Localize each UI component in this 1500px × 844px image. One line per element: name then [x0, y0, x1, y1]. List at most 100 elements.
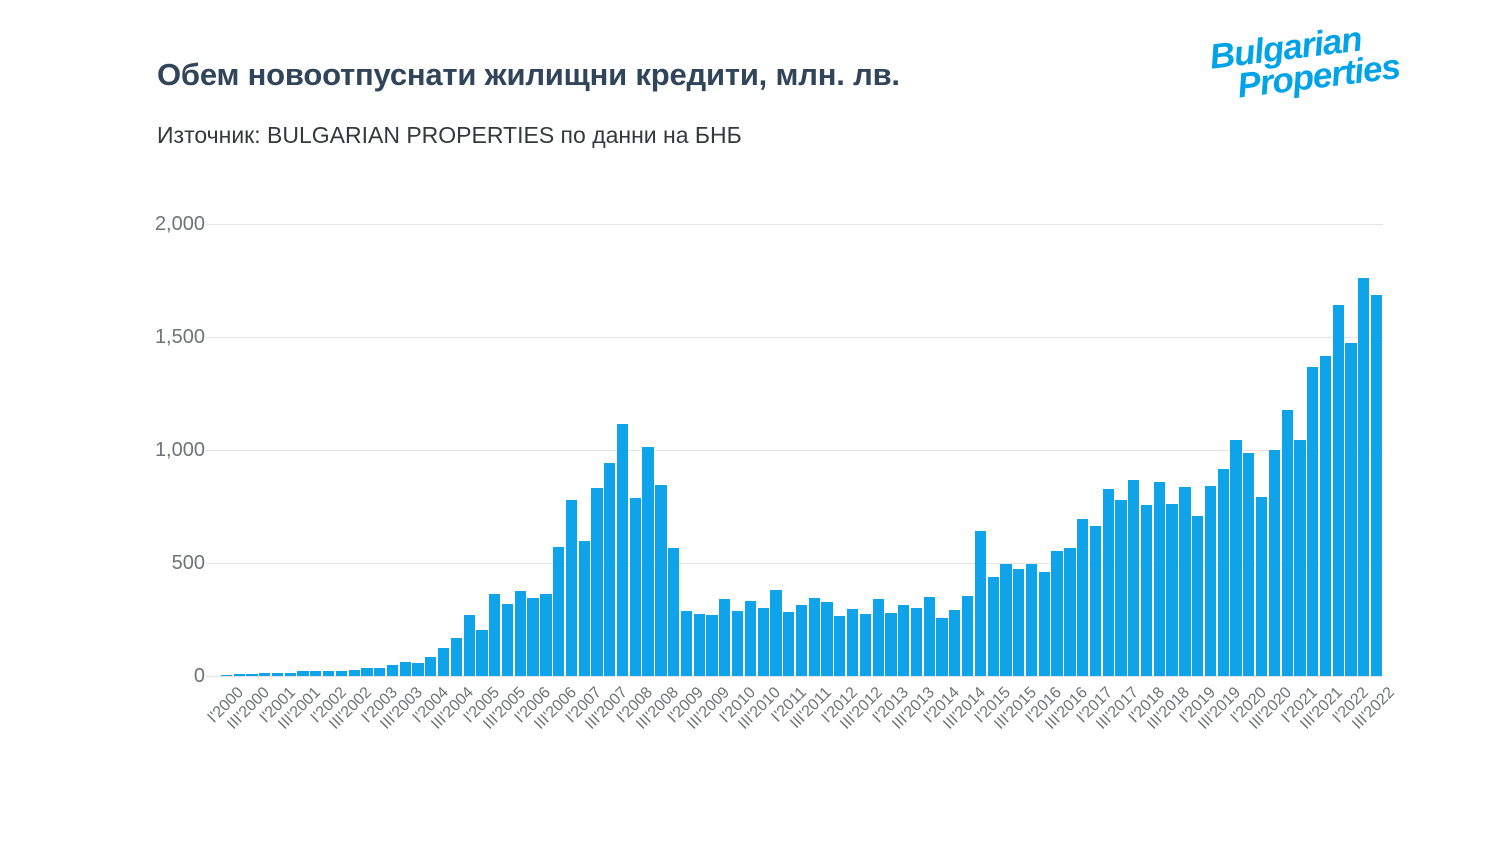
bar	[1358, 277, 1370, 676]
bar	[591, 488, 603, 676]
bar	[1179, 486, 1191, 676]
bar	[693, 613, 705, 676]
gridline	[206, 450, 1383, 451]
bar	[1128, 480, 1140, 676]
bar	[1077, 518, 1089, 676]
bar	[1038, 572, 1050, 676]
gridline	[206, 224, 1383, 225]
bar	[335, 671, 348, 676]
bar	[1243, 453, 1255, 676]
bar	[361, 668, 373, 676]
x-axis-label: I'2006	[392, 684, 554, 726]
bar	[374, 668, 386, 676]
x-axis-label: III'2005	[367, 684, 529, 733]
bar	[770, 589, 782, 676]
x-axis-label-text: III'2020	[1246, 684, 1296, 733]
x-axis-label-text: I'2019	[1176, 684, 1219, 727]
x-axis-label-text: III'2001	[275, 684, 325, 733]
bar	[949, 610, 961, 676]
x-axis-label: III'2019	[1082, 684, 1244, 733]
bar	[987, 577, 999, 676]
x-axis-label: III'2000	[111, 684, 273, 733]
x-axis-label-text: I'2021	[1278, 684, 1321, 727]
x-axis-label: I'2000	[85, 684, 247, 726]
x-axis-label-text: I'2007	[562, 684, 606, 727]
bar	[450, 637, 463, 676]
bar	[1217, 468, 1229, 676]
x-axis-label: I'2021	[1159, 684, 1320, 726]
bar	[489, 594, 501, 676]
x-axis-label: I'2007	[443, 684, 605, 726]
bar	[348, 670, 360, 676]
x-axis-label: III'2015	[878, 684, 1040, 733]
x-axis-label-text: I'2016	[1022, 684, 1066, 727]
bar	[386, 665, 399, 676]
bar	[412, 663, 424, 676]
bar	[220, 674, 233, 676]
bar	[1332, 305, 1344, 676]
x-axis-label-text: I'2017	[1073, 684, 1117, 727]
bar	[629, 497, 641, 676]
bar	[1370, 294, 1383, 676]
x-axis-label: I'2003	[239, 684, 400, 726]
bar	[680, 610, 693, 676]
bar	[872, 599, 884, 676]
x-axis-label: III'2001	[162, 684, 324, 733]
x-axis-label-text: III'2005	[479, 684, 529, 733]
bar	[553, 546, 565, 676]
bar	[501, 604, 514, 676]
x-axis-label-text: III'2013	[888, 684, 938, 733]
x-axis-label: III'2008	[520, 684, 682, 733]
bar	[233, 673, 245, 676]
bar	[1281, 409, 1293, 676]
x-axis-label-text: III'2018	[1144, 684, 1194, 733]
x-axis-label-text: III'2016	[1042, 684, 1091, 733]
x-axis-label: I'2011	[648, 684, 810, 726]
bar	[297, 671, 309, 676]
x-axis-label: I'2020	[1108, 684, 1269, 726]
bar	[527, 597, 539, 676]
x-axis-label: I'2009	[545, 684, 707, 726]
bar	[1307, 367, 1319, 676]
bar	[259, 673, 271, 676]
x-axis-label: III'2013	[776, 684, 938, 733]
bar	[706, 614, 718, 676]
x-axis-label: I'2010	[597, 684, 758, 726]
bar	[821, 601, 833, 676]
bar	[642, 446, 654, 676]
x-axis-label-text: I'2012	[818, 684, 861, 727]
y-axis-label: 0	[193, 665, 205, 687]
x-axis-label: I'2022	[1210, 684, 1372, 726]
x-axis-label-text: I'2003	[358, 684, 401, 727]
bar	[795, 605, 808, 676]
bar	[1013, 568, 1025, 676]
bar	[578, 541, 590, 676]
x-axis-label-text: III'2004	[428, 684, 478, 733]
bar	[540, 594, 552, 676]
bar	[1089, 525, 1102, 676]
bar	[565, 499, 578, 676]
bar	[1064, 548, 1076, 676]
bar	[731, 610, 744, 676]
bar	[463, 614, 475, 676]
x-axis-label: III'2018	[1031, 684, 1193, 733]
x-axis-label-text: I'2005	[460, 684, 504, 727]
bar	[616, 424, 629, 676]
bar	[974, 530, 987, 676]
bar	[846, 609, 859, 676]
bar	[744, 600, 756, 676]
bar	[1319, 355, 1332, 676]
x-axis-label-text: III'2006	[530, 684, 580, 733]
x-axis-label-text: III'2002	[326, 684, 376, 733]
x-axis-label: III'2012	[724, 684, 887, 733]
x-axis-label-text: I'2022	[1329, 684, 1373, 727]
bar	[885, 613, 897, 676]
x-axis-label-text: I'2015	[971, 684, 1015, 727]
bar	[859, 614, 872, 676]
bar	[783, 611, 795, 676]
bar	[246, 673, 258, 676]
x-axis-label-text: III'2012	[837, 684, 887, 733]
x-axis-label: I'2015	[852, 684, 1014, 726]
bar	[1345, 343, 1357, 676]
